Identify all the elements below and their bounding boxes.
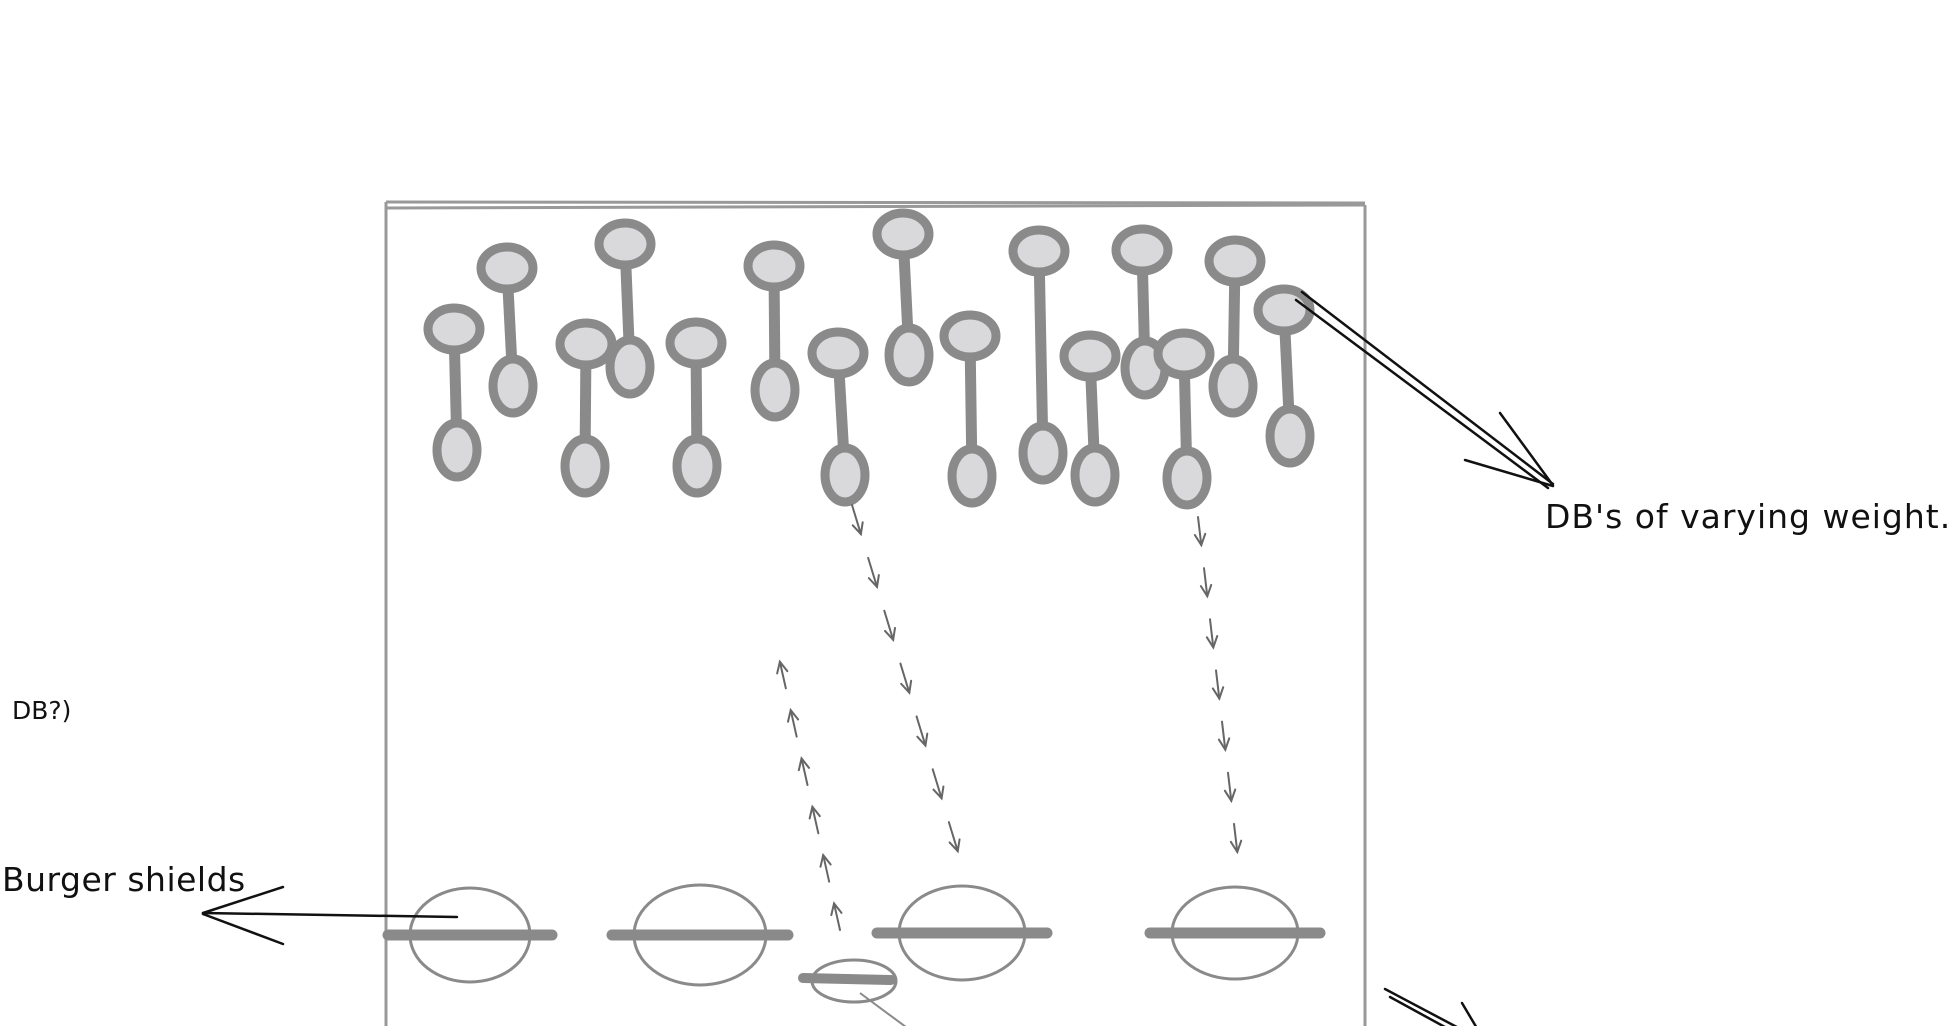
dumbbell-icon: [555, 318, 617, 498]
dumbbell-icon: [665, 317, 727, 498]
dumbbell-icon: [423, 303, 485, 482]
dumbbell-rack: [423, 208, 1315, 510]
dumbbell-icon: [1008, 225, 1070, 485]
burger-shield-icon: [382, 886, 558, 984]
db-annotation-arrow: [1294, 290, 1555, 490]
enclosure-box: [384, 200, 1367, 1026]
partial-text-fragment: DB?): [12, 696, 72, 725]
dumbbell-icon: [807, 327, 870, 507]
small-burger-shield-icon: [798, 958, 898, 1004]
burger-shield-icon: [871, 884, 1053, 982]
dumbbell-icon: [939, 310, 1001, 508]
burger-shield-icon: [606, 883, 794, 987]
dumbbell-icon: [1153, 328, 1215, 510]
dumbbell-icon: [1253, 284, 1315, 468]
dumbbell-trajectories: [776, 504, 1243, 931]
small-shield-pointer: [859, 992, 907, 1026]
dumbbell-icon: [872, 208, 934, 387]
burger-shields-label: Burger shields: [2, 860, 246, 899]
partial-annotation-arrow: [1383, 987, 1478, 1026]
burger-shield-icon: [1144, 885, 1326, 981]
burger-shields-row: [382, 883, 1326, 1004]
dumbbell-icon: [476, 242, 538, 418]
dumbbell-icon: [743, 240, 805, 422]
burger-shields-annotation-arrow: [201, 885, 459, 946]
dumbbell-icon: [594, 218, 656, 399]
dumbbell-icon: [1111, 224, 1173, 400]
db-varying-weight-label: DB's of varying weight.: [1545, 497, 1948, 536]
dumbbell-icon: [1059, 330, 1121, 507]
dumbbell-icon: [1204, 235, 1266, 418]
